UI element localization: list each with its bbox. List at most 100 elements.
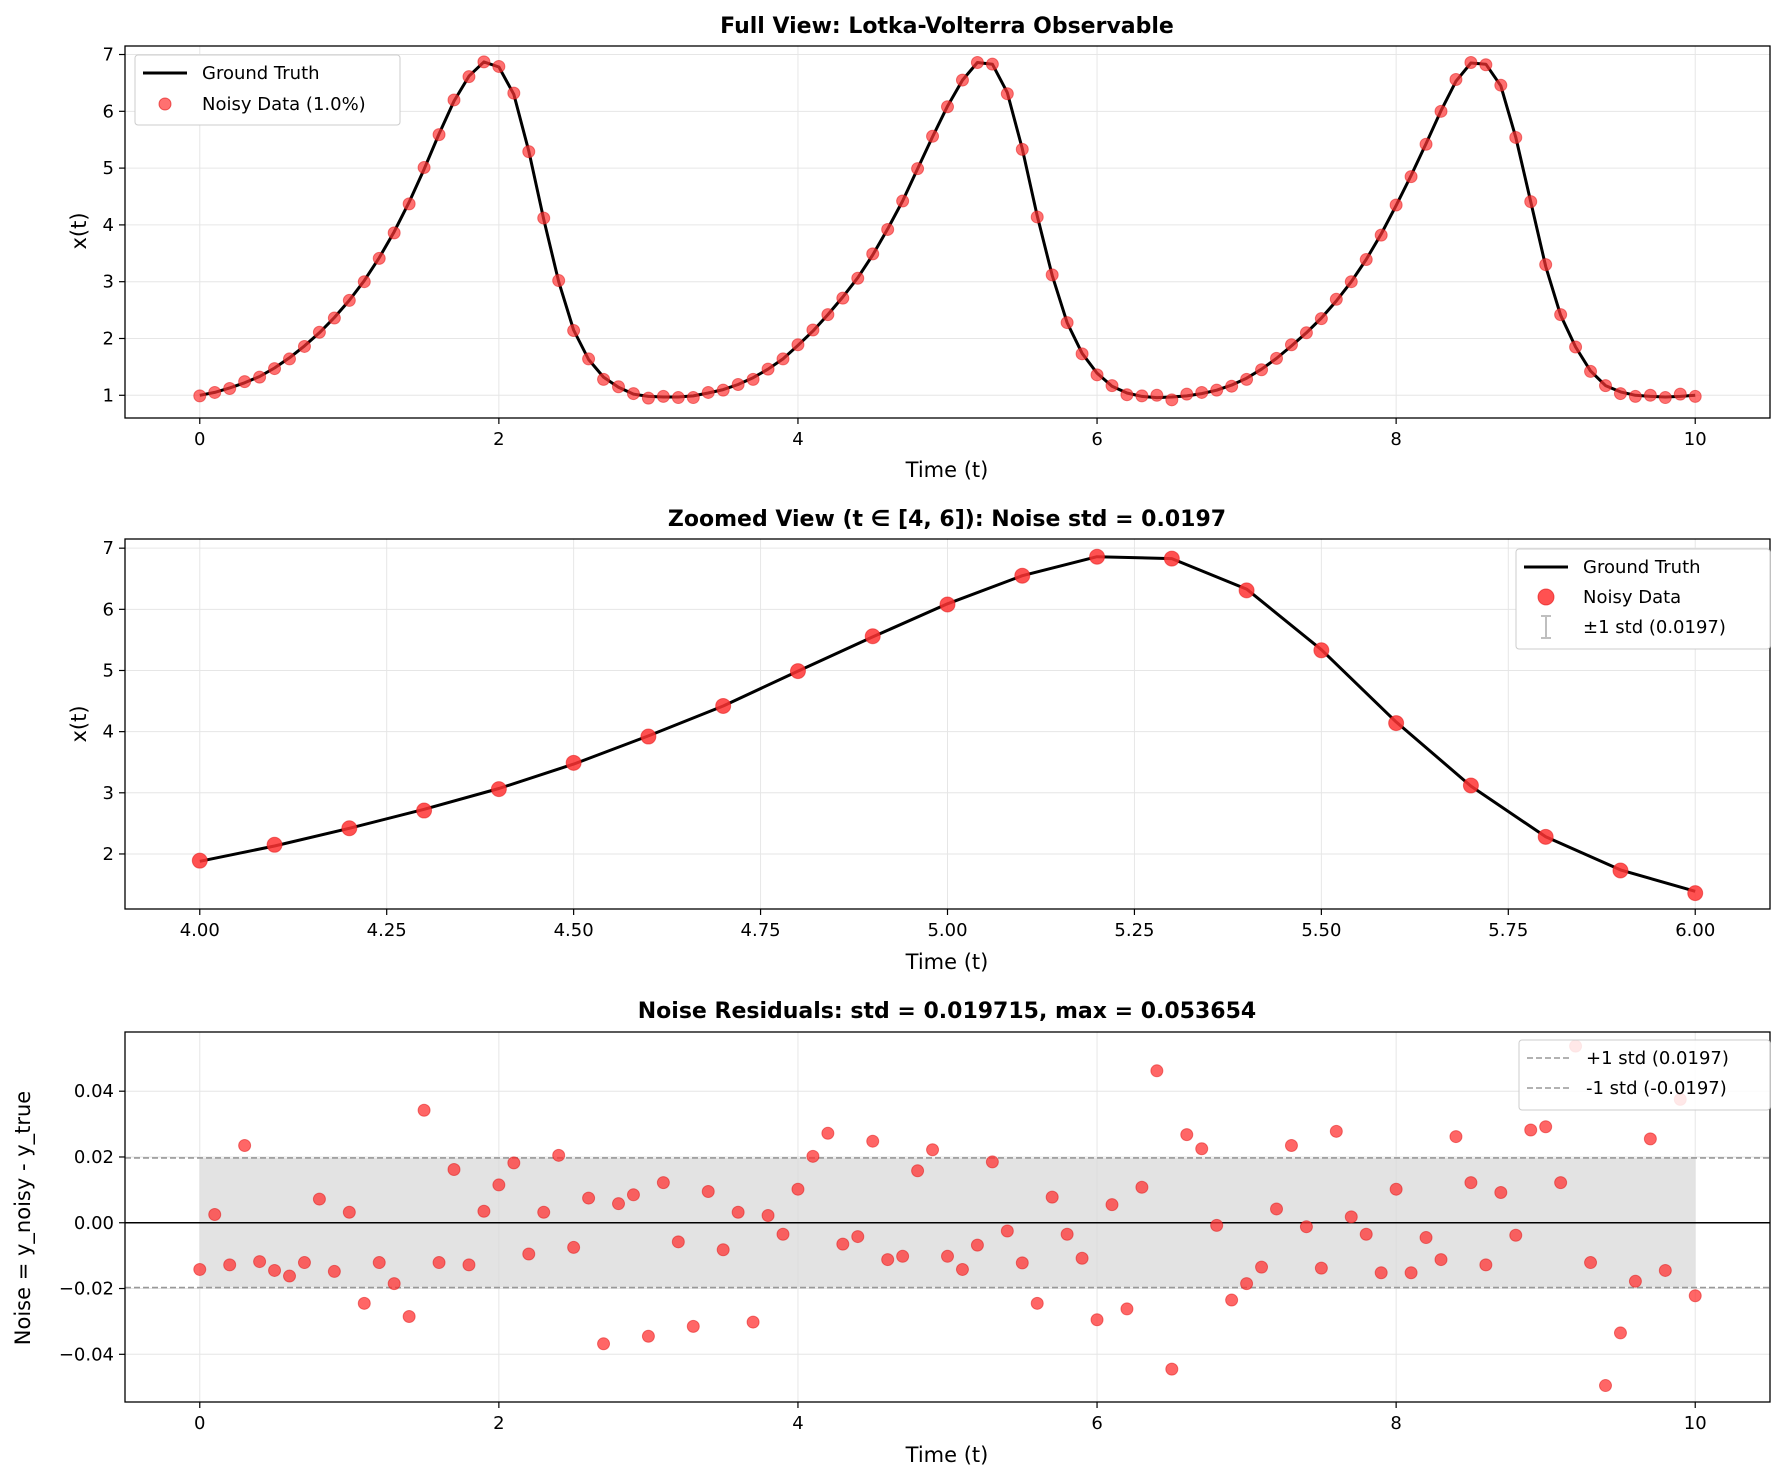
noisy-data-point: [1612, 862, 1629, 879]
noisy-data-point: [1090, 368, 1104, 382]
residual-point: [761, 1209, 775, 1223]
x-tick-label: 4.75: [741, 920, 781, 941]
noisy-data-point: [507, 86, 521, 100]
residual-point: [612, 1197, 625, 1211]
y-tick-label: 5: [103, 158, 114, 179]
residual-point: [1314, 1261, 1328, 1275]
noisy-data-point: [297, 339, 311, 353]
noisy-data-point: [342, 293, 356, 307]
noisy-data-point: [911, 162, 925, 176]
noisy-data-point: [1464, 55, 1478, 69]
residual-point: [1554, 1176, 1568, 1190]
legend-label-noisy-data: Noisy Data: [1583, 587, 1681, 608]
residual-point: [1255, 1260, 1269, 1274]
noisy-data-point: [1389, 198, 1403, 212]
residual-point: [522, 1247, 536, 1261]
noisy-data-point: [1449, 73, 1463, 87]
x-tick-label: 2: [493, 429, 504, 450]
noisy-data-point: [1599, 379, 1612, 393]
noisy-data-point: [1165, 393, 1179, 407]
noisy-data-point: [1509, 130, 1523, 144]
noisy-data-point: [1105, 379, 1119, 393]
noisy-data-point: [341, 820, 358, 837]
noisy-data-point: [477, 55, 491, 69]
noisy-data-point: [1089, 548, 1106, 565]
residual-point: [955, 1262, 969, 1276]
residual-point: [656, 1176, 670, 1190]
y-tick-label: 1: [103, 385, 114, 406]
residual-point: [417, 1103, 431, 1117]
noisy-data-point: [283, 352, 296, 366]
y-tick-label: 0.04: [74, 1081, 114, 1102]
noisy-data-point: [941, 100, 954, 114]
residual-point: [1539, 1120, 1553, 1134]
y-tick-label: −0.02: [59, 1279, 114, 1300]
residual-point: [1030, 1296, 1044, 1310]
residual-point: [297, 1256, 311, 1270]
residual-point: [896, 1249, 910, 1263]
legend-swatch-errorbar: [1541, 615, 1551, 639]
axis-ticks: 4.00 4.25 4.50 4.75 5.00 5.25 5.50 5.75 6.00 2 3 4 5…: [103, 538, 1716, 941]
residual-point: [851, 1230, 865, 1244]
residual-point: [1599, 1379, 1612, 1393]
noisy-data-point: [597, 372, 611, 386]
x-tick-label: 8: [1390, 1413, 1401, 1434]
noisy-data-point: [746, 372, 760, 386]
noisy-data-point: [208, 385, 222, 399]
x-axis-label: Time (t): [905, 1443, 989, 1467]
x-axis-label: Time (t): [905, 458, 989, 482]
noisy-data-point: [970, 55, 984, 69]
noisy-data-point: [866, 247, 880, 261]
noisy-data-point: [1537, 828, 1554, 845]
legend-box: [1515, 548, 1771, 650]
noisy-data-point: [193, 389, 207, 403]
x-tick-label: 5.25: [1114, 920, 1154, 941]
x-tick-label: 0: [194, 429, 205, 450]
noisy-data-point: [567, 324, 581, 338]
y-tick-label: 3: [103, 272, 114, 293]
noisy-data-point: [1359, 253, 1373, 267]
residual-point: [1434, 1253, 1448, 1267]
x-tick-label: 4: [792, 429, 803, 450]
noisy-data-point: [1539, 258, 1553, 272]
residual-point: [193, 1262, 207, 1276]
noisy-data-point: [671, 391, 685, 405]
chart-title: Noise Residuals: std = 0.019715, max = 0…: [638, 999, 1256, 1024]
full-view-panel: Full View: Lotka-Volterra Observable 0 2 4…: [67, 14, 1771, 482]
legend-label-ground-truth: Ground Truth: [202, 63, 320, 84]
x-tick-label: 6: [1091, 1413, 1102, 1434]
noisy-data-point: [881, 222, 895, 236]
residual-point: [1120, 1302, 1134, 1316]
noise-residuals-panel: Noise Residuals: std = 0.019715, max = 0…: [11, 999, 1771, 1467]
residual-point: [342, 1205, 356, 1219]
residual-point: [1150, 1064, 1164, 1078]
noisy-data-point: [1195, 385, 1209, 399]
grid: [125, 539, 1770, 909]
x-tick-label: 4: [792, 1413, 803, 1434]
residual-point: [208, 1208, 222, 1222]
x-tick-label: 4.25: [367, 920, 407, 941]
noisy-data-point: [1163, 550, 1180, 567]
noisy-data-point: [417, 161, 431, 175]
noisy-data-point: [327, 311, 341, 325]
noisy-data-point: [1014, 567, 1031, 584]
x-tick-label: 5.75: [1488, 920, 1528, 941]
y-axis-label: Noise = y_noisy - y_true: [11, 1091, 36, 1345]
noisy-data-point: [1000, 87, 1014, 101]
y-tick-label: 6: [103, 101, 114, 122]
noisy-data-point: [701, 385, 715, 399]
x-axis-label: Time (t): [905, 950, 989, 974]
noisy-data-point: [552, 274, 566, 288]
x-tick-label: 0: [194, 1413, 205, 1434]
residual-point: [776, 1227, 790, 1241]
noisy-data-point: [1284, 338, 1298, 352]
residual-point: [1090, 1313, 1104, 1327]
residual-point: [746, 1315, 760, 1329]
residual-point: [253, 1255, 267, 1269]
y-tick-label: 4: [103, 722, 114, 743]
residual-point: [537, 1205, 551, 1219]
noisy-data-point: [716, 383, 730, 397]
residual-point: [1195, 1142, 1209, 1156]
residual-point: [357, 1296, 371, 1310]
noisy-data-point: [537, 211, 551, 225]
